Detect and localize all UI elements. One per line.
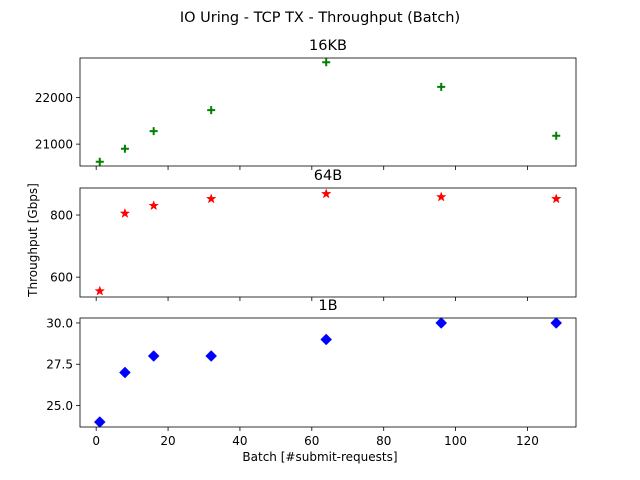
axes-frame [79,57,577,167]
data-point [437,82,446,91]
data-point [119,366,131,379]
data-point [320,188,332,199]
data-point [550,193,562,204]
figure-title: IO Uring - TCP TX - Throughput (Batch) [180,10,460,26]
y-tick-label: 21000 [35,138,73,152]
subplot-3: 1B 25.0 27.5 30.0 0 20 40 60 80 100 120 [46,298,577,448]
data-point [550,317,563,329]
y-tick-label: 25.0 [46,399,73,413]
y-tick-label: 30.0 [46,316,73,330]
x-tick-label: 0 [92,434,100,448]
y-tick-label: 600 [50,271,73,285]
subplot-1: 16KB 21000 22000 [35,38,577,170]
x-axis-label: Batch [#submit-requests] [242,450,397,464]
subplots: 16KB 21000 22000 64B 600 800 1B 25.0 27.5 30.0 0 20… [35,38,577,448]
subplot-2: 64B 600 800 [50,168,577,301]
data-point [119,207,131,218]
data-point [93,416,106,428]
x-tick-label: 80 [376,434,391,448]
x-tick-label: 20 [160,434,175,448]
subplot-title: 16KB [309,38,347,54]
x-tick-label: 60 [304,434,319,448]
y-tick-label: 27.5 [46,358,73,372]
subplot-title: 1B [318,298,337,314]
data-point [435,191,447,202]
y-tick-label: 800 [50,209,73,223]
y-axis-label: Throughput [Gbps] [26,183,40,298]
data-point [205,193,217,204]
data-point [148,200,159,211]
x-tick-label: 40 [232,434,247,448]
axes-frame [79,187,577,298]
x-tick-label: 100 [444,434,467,448]
data-point [120,144,129,153]
data-point [207,106,216,115]
data-point [95,157,104,166]
data-point [322,58,331,67]
axes-frame [79,317,577,428]
data-point [94,285,106,296]
data-point [205,350,218,362]
x-tick-label: 120 [516,434,539,448]
data-point [320,333,333,346]
y-tick-label: 22000 [35,91,73,105]
data-point [149,127,158,136]
data-point [147,350,160,362]
data-point [435,317,448,329]
subplot-title: 64B [314,168,342,184]
data-point [552,131,561,140]
